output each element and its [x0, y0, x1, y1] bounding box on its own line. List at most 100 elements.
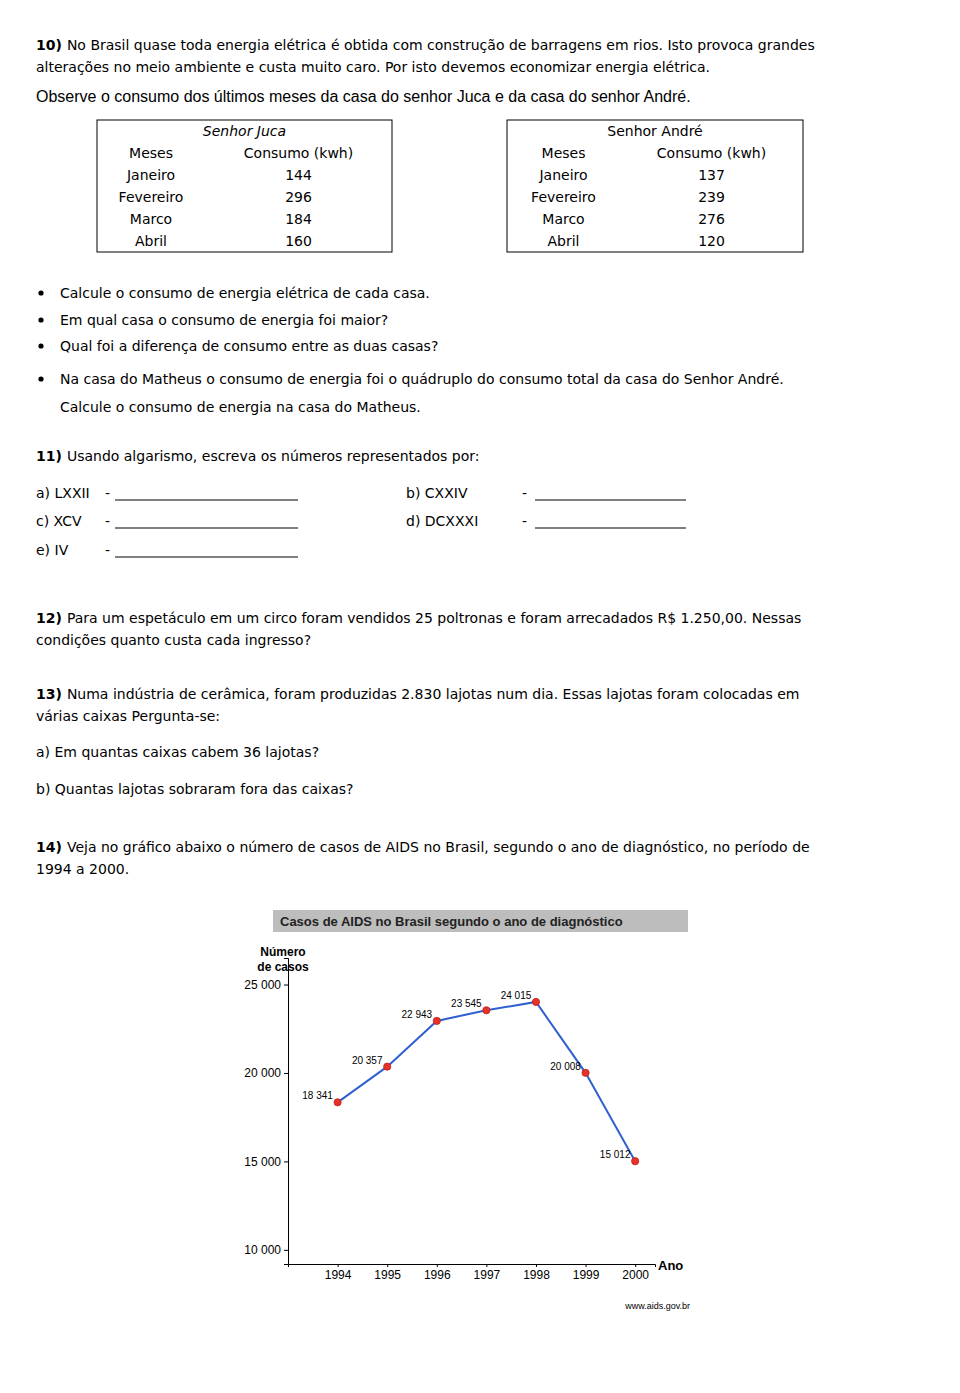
chart: Casos de AIDS no Brasil segundo o ano de…	[244, 910, 690, 1311]
table-header: Meses	[129, 145, 173, 161]
x-tick-label: 1994	[325, 1268, 352, 1282]
dash: -	[105, 513, 110, 529]
x-tick: 1994	[325, 1264, 352, 1282]
x-tick-label: 1996	[424, 1268, 451, 1282]
question-line: 11) Usando algarismo, escreva os números …	[36, 448, 480, 464]
table-cell: Janeiro	[538, 167, 587, 183]
bullet-text: Calcule o consumo de energia elétrica de…	[60, 285, 430, 301]
bullet-text: Qual foi a diferença de consumo entre as…	[60, 338, 438, 354]
table-header: Consumo (kwh)	[657, 145, 766, 161]
exercise-item: a) Em quantas caixas cabem 36 lajotas?	[36, 744, 319, 760]
source: www.aids.gov.br	[624, 1301, 690, 1311]
table-cell: 276	[698, 211, 725, 227]
y-tick-label: 20 000	[244, 1066, 281, 1080]
table-cell: Fevereiro	[119, 189, 184, 205]
y-tick-label: 10 000	[244, 1243, 281, 1257]
question-text: várias caixas Pergunta-se:	[36, 708, 220, 724]
data-label: 24 015	[501, 990, 532, 1001]
data-point	[433, 1017, 440, 1024]
y-tick-mark	[284, 1073, 288, 1074]
table-cell: 239	[698, 189, 725, 205]
answer-line	[535, 528, 686, 529]
data-label: 20 357	[352, 1055, 383, 1066]
data-point	[334, 1099, 341, 1106]
question-number: 11)	[36, 448, 62, 464]
question-text: Usando algarismo, escreva os números rep…	[67, 448, 480, 464]
x-tick: 1999	[573, 1264, 600, 1282]
exercise-item: b) Quantas lajotas sobraram fora das cai…	[36, 781, 353, 797]
x-tick: 1995	[374, 1264, 401, 1282]
exercise-item: e) IV	[36, 542, 69, 558]
x-tick: 1998	[523, 1264, 550, 1282]
question-line: 12)Para um espetáculo em um circo foram …	[36, 610, 801, 626]
bullet	[38, 376, 43, 381]
exercise-item: a) LXXII	[36, 485, 90, 501]
table-title: Senhor André	[607, 123, 702, 139]
question-number: 12)	[36, 610, 62, 626]
background	[0, 0, 960, 1393]
question-number: 13)	[36, 686, 62, 702]
question-text: No Brasil quase toda energia elétrica é …	[67, 37, 815, 53]
plot-area	[334, 998, 639, 1164]
question-line: 14) Veja no gráfico abaixo o número de ca…	[36, 839, 810, 855]
question-text: alterações no meio ambiente e custa muit…	[36, 59, 710, 75]
data-label: 23 545	[451, 998, 482, 1009]
y-axis-title: Número	[260, 945, 305, 959]
table-cell: Marco	[542, 211, 584, 227]
x-tick: 1996	[424, 1264, 451, 1282]
x-tick-label: 1998	[523, 1268, 550, 1282]
dash: -	[105, 485, 110, 501]
table-cell: Abril	[548, 233, 580, 249]
data-line	[338, 1002, 636, 1161]
y-axis-title: de casos	[257, 960, 309, 974]
table-cell: Abril	[135, 233, 167, 249]
y-tick-mark	[284, 1250, 288, 1251]
x-tick-label: 1995	[374, 1268, 401, 1282]
x-tick: 2000	[622, 1264, 649, 1282]
x-axis: 1994 1995 1996 1997 1998 1999 2000	[289, 1264, 656, 1282]
bullet-text: Em qual casa o consumo de energia foi ma…	[60, 312, 388, 328]
y-tick: 25 000	[244, 978, 288, 992]
table-border	[507, 120, 803, 252]
x-tick-label: 1997	[474, 1268, 501, 1282]
table-cell: Marco	[130, 211, 172, 227]
x-tick-label: 2000	[622, 1268, 649, 1282]
title-bar	[273, 910, 688, 932]
table-cell: 160	[285, 233, 312, 249]
y-tick: 10 000	[244, 1243, 288, 1257]
dash: -	[105, 542, 110, 558]
answer-line	[115, 528, 298, 529]
data-point	[384, 1063, 391, 1070]
exercise-item: d) DCXXXI	[406, 513, 478, 529]
y-axis: 10 00015 00020 00025 000	[244, 959, 288, 1265]
exercise-item: b) CXXIV	[406, 485, 468, 501]
question-line: 10)No Brasil quase toda energia elétrica…	[36, 37, 815, 53]
x-tick-label: 1999	[573, 1268, 600, 1282]
question-text: 1994 a 2000.	[36, 861, 129, 877]
table-cell: Fevereiro	[531, 189, 596, 205]
data-label: 15 012	[600, 1149, 631, 1160]
x-axis-title: Ano	[658, 1258, 683, 1273]
bullet-text: Calcule o consumo de energia na casa do …	[60, 399, 421, 415]
answer-line	[535, 500, 686, 501]
x-tick: 1997	[474, 1264, 501, 1282]
data-point	[582, 1069, 589, 1076]
y-tick-mark	[284, 985, 288, 986]
table-cell: 184	[285, 211, 312, 227]
answer-line	[115, 500, 298, 501]
table-cell: 137	[698, 167, 725, 183]
dash: -	[522, 513, 527, 529]
instruction: Observe o consumo dos últimos meses da c…	[36, 88, 691, 105]
y-tick: 20 000	[244, 1066, 288, 1080]
table-cell: 296	[285, 189, 312, 205]
table-cell: 144	[285, 167, 312, 183]
table-title: Senhor Juca	[203, 123, 286, 139]
table: Senhor JucaMesesConsumo (kwh)Janeiro144F…	[97, 120, 392, 252]
y-tick-mark	[284, 1161, 288, 1162]
question-text: Veja no gráfico abaixo o número de casos…	[67, 839, 810, 855]
exercise-item: c) XCV	[36, 513, 82, 529]
table-cell: Janeiro	[126, 167, 175, 183]
data-label: 18 341	[302, 1090, 333, 1101]
bullet	[38, 343, 43, 348]
question-number: 14)	[36, 839, 62, 855]
